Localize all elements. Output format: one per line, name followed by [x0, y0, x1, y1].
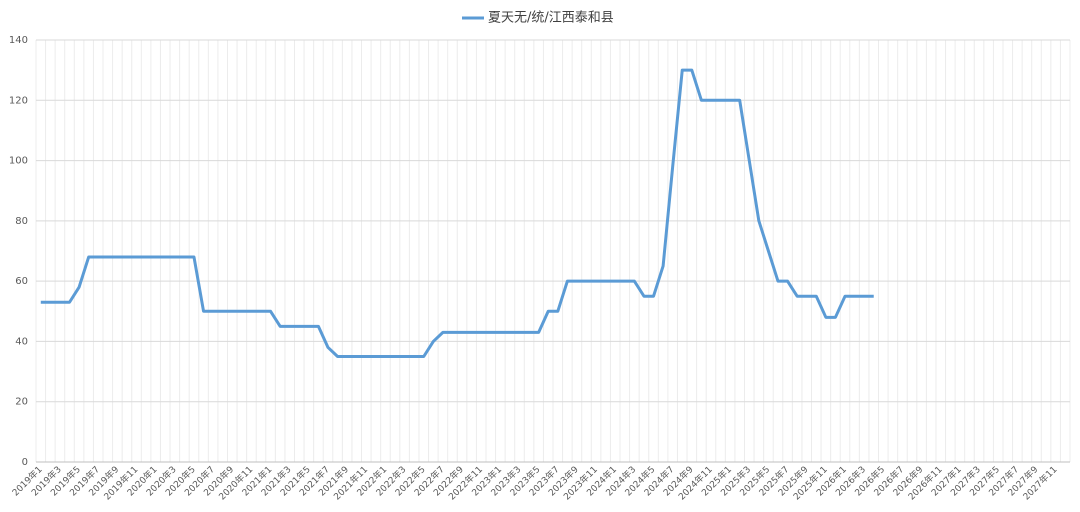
y-tick-label: 100 [9, 156, 28, 167]
y-tick-label: 20 [15, 397, 28, 408]
y-tick-label: 80 [15, 216, 28, 227]
y-tick-label: 120 [9, 95, 28, 106]
y-tick-label: 40 [15, 336, 28, 347]
data-line [40, 68, 874, 358]
y-tick-label: 0 [22, 457, 28, 468]
y-tick-label: 60 [15, 276, 28, 287]
y-tick-label: 140 [9, 35, 28, 46]
legend-text: 夏天无/统/江西泰和县 [488, 11, 614, 26]
